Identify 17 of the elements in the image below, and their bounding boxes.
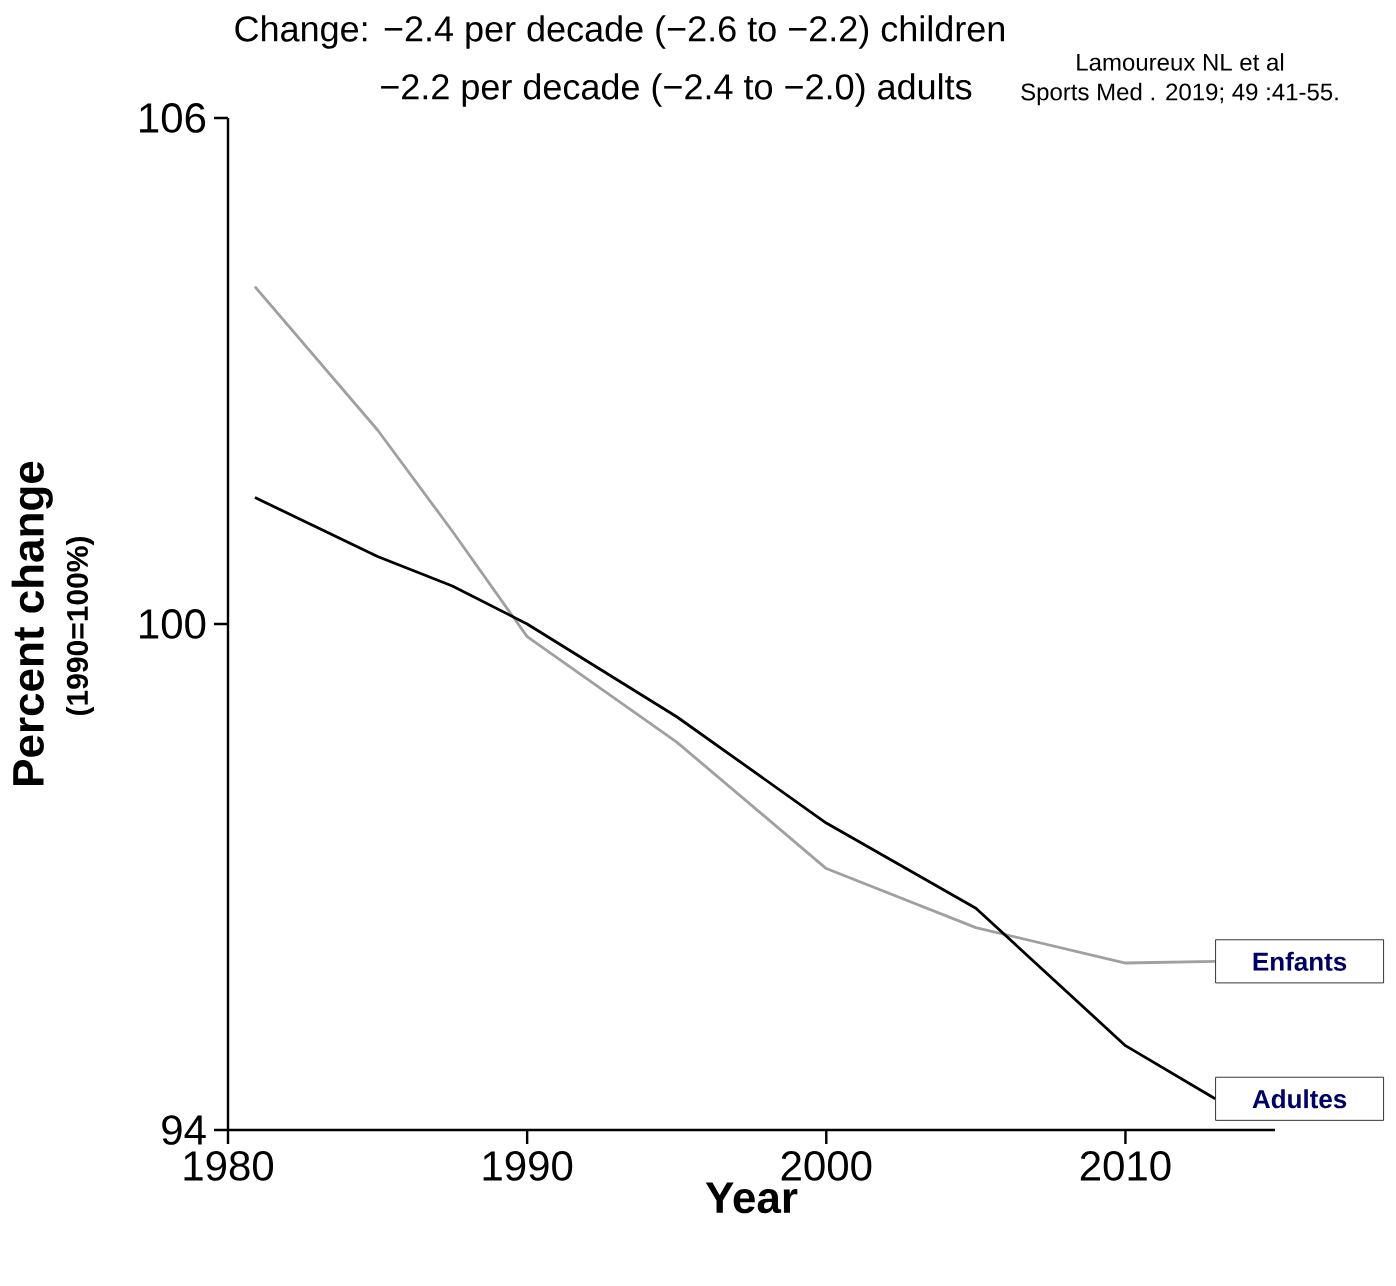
text: −2.2 per decade (−2.4 to −2.0) adults	[381, 73, 972, 107]
series-label: Adultes	[1252, 1089, 1347, 1109]
text: Sports Med . 2019; 49 :41-55.	[1021, 82, 1338, 106]
text: (1990=100%)	[66, 537, 94, 715]
series-label: Enfants	[1253, 951, 1347, 971]
x-tick-label: 2000	[781, 1151, 872, 1181]
y-axis-title: Percent change	[11, 461, 53, 785]
text: Lamoureux NL et al	[1077, 53, 1284, 71]
text: Change: −2.4 per decade (−2.6 to −2.2) children	[235, 15, 1004, 49]
x-tick-label: 2010	[1080, 1151, 1171, 1181]
line-series	[253, 285, 1217, 965]
x-axis-title: Year	[705, 1182, 798, 1214]
x-tick-label: 1990	[483, 1151, 573, 1181]
y-tick-label: 106	[140, 103, 206, 133]
y-tick-label: 94	[162, 1115, 206, 1145]
y-tick-label: 100	[140, 609, 206, 639]
x-tick-label: 1980	[184, 1151, 274, 1181]
